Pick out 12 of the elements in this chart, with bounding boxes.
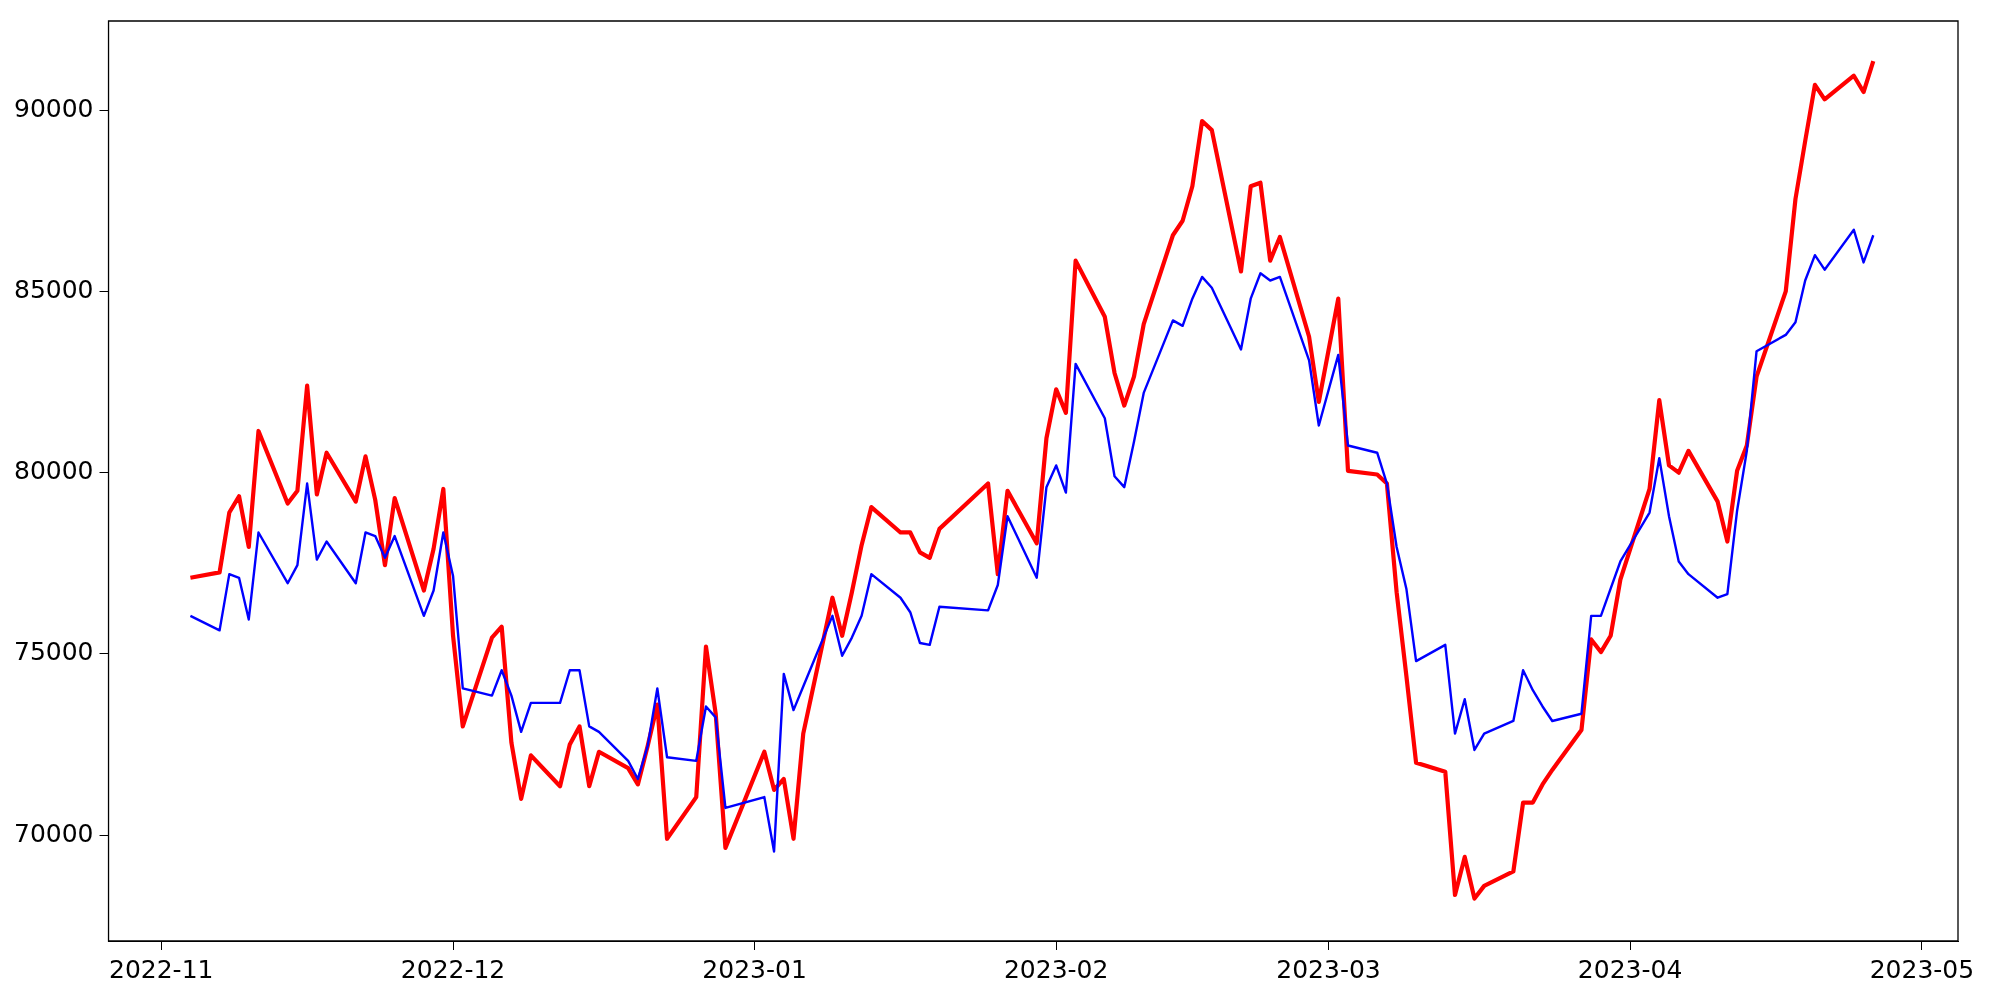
x-tick-label: 2023-03 [1276,954,1381,984]
y-tick-label: 90000 [14,93,94,123]
x-tick-label: 2023-01 [702,954,807,984]
x-tick-label: 2022-12 [400,954,506,984]
y-tick-label: 80000 [14,456,94,486]
x-tick-label: 2023-05 [1869,954,1975,984]
x-tick-label: 2023-02 [1003,954,1109,984]
y-tick-label: 85000 [14,274,94,304]
y-tick-label: 70000 [14,818,94,848]
x-tick-label: 2023-04 [1577,954,1683,984]
x-tick-label: 2022-11 [108,954,214,984]
y-tick-label: 75000 [14,637,94,667]
